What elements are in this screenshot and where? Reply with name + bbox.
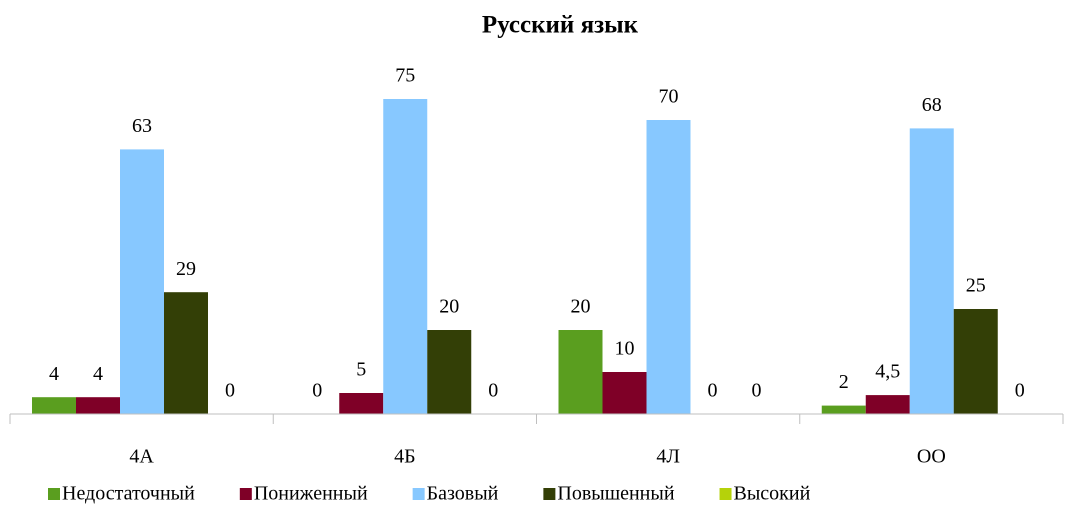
bar: [821, 405, 866, 414]
x-tick-label: ОО: [917, 446, 946, 468]
data-label: 25: [966, 275, 986, 297]
bar: [427, 330, 472, 414]
data-label: 63: [132, 115, 152, 137]
data-label: 4,5: [875, 361, 900, 383]
data-label: 70: [659, 86, 679, 108]
legend-label: Высокий: [734, 483, 811, 505]
bar: [602, 372, 647, 414]
bar: [953, 309, 998, 414]
data-label: 0: [312, 380, 322, 402]
x-tick-label: 4А: [129, 446, 154, 468]
data-label: 75: [395, 65, 415, 87]
legend-swatch: [719, 488, 732, 500]
x-tick-label: 4Б: [394, 446, 415, 468]
data-label: 2: [839, 371, 849, 393]
legend-swatch: [412, 488, 425, 500]
data-label: 20: [571, 296, 591, 318]
x-tick-label: 4Л: [656, 446, 680, 468]
data-label: 29: [176, 258, 196, 280]
bar: [164, 292, 208, 414]
legend-label: Базовый: [427, 483, 499, 505]
data-label: 0: [708, 380, 718, 402]
data-label: 5: [356, 359, 366, 381]
data-label: 4: [93, 363, 103, 385]
bar: [865, 395, 910, 414]
data-label: 4: [49, 363, 59, 385]
legend-swatch: [543, 488, 556, 500]
data-label: 68: [922, 94, 942, 116]
bar: [32, 397, 76, 414]
data-label: 0: [488, 380, 498, 402]
legend-label: Пониженный: [254, 483, 368, 505]
legend-swatch: [48, 488, 60, 500]
bar: [120, 149, 164, 414]
data-label: 10: [615, 338, 635, 360]
data-label: 0: [225, 380, 235, 402]
legend-label: Повышенный: [557, 483, 674, 505]
legend-label: Недостаточный: [62, 483, 195, 505]
bar: [76, 397, 120, 414]
bar: [339, 393, 384, 414]
bar: [558, 330, 603, 414]
chart-title: Русский язык: [482, 12, 639, 39]
bar: [646, 120, 691, 414]
data-label: 0: [752, 380, 762, 402]
bar: [909, 128, 954, 414]
bar: [383, 99, 428, 414]
data-label: 20: [439, 296, 459, 318]
legend-swatch: [239, 488, 252, 500]
data-label: 0: [1015, 380, 1025, 402]
